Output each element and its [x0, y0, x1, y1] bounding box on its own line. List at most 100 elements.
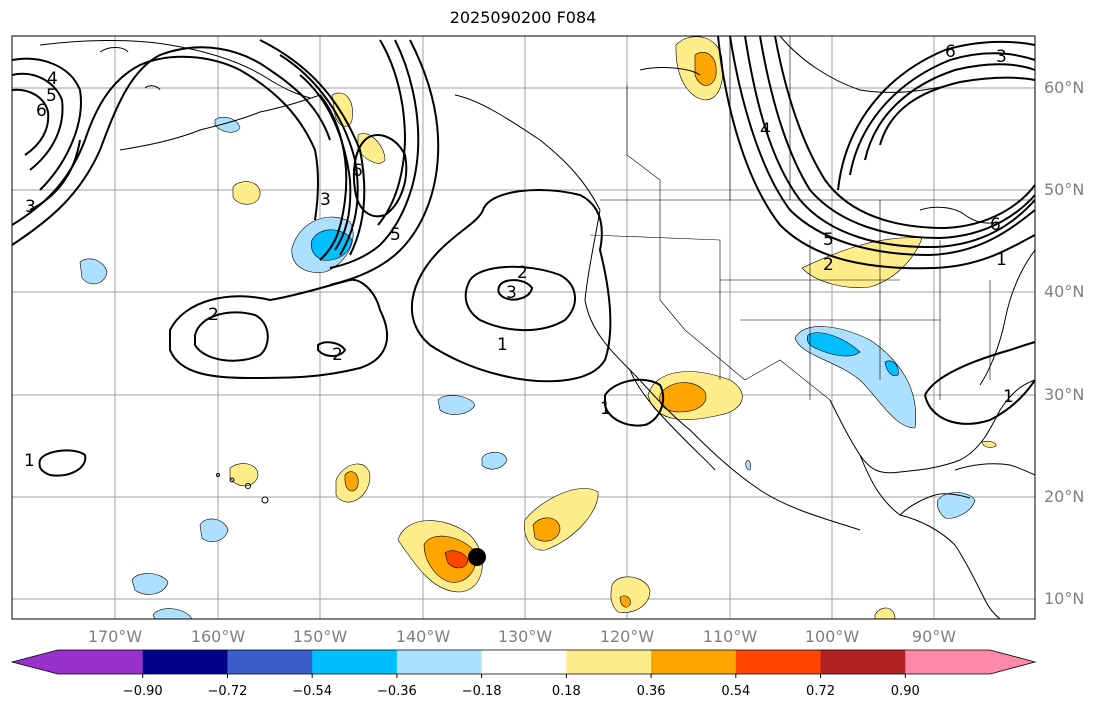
colorbar-segment [481, 650, 567, 674]
contour-label: 6 [990, 215, 1001, 235]
coast-hawaii-2 [229, 477, 235, 483]
anomaly-neg-6 [131, 573, 169, 595]
anomaly-pos-2-core [344, 471, 359, 492]
contour-label: 3 [320, 190, 331, 210]
colorbar-outline [10, 649, 1037, 675]
contour-label: 4 [760, 120, 771, 140]
lon-label: 140°W [395, 627, 451, 646]
contour-alaska-2 [11, 55, 320, 226]
contour-label: 6 [36, 101, 47, 121]
contour-gulf-a [319, 94, 348, 261]
anomaly-pos-4 [610, 576, 651, 613]
colorbar-segment [735, 650, 822, 674]
map-title: 2025090200 F084 [449, 8, 597, 27]
coast-arctic-island [639, 67, 701, 76]
contour-label: 3 [996, 47, 1007, 67]
contour-high-3 [497, 279, 534, 301]
anomaly-pos-1 [232, 181, 261, 205]
contour-label: 1 [600, 399, 611, 419]
storm-center-dot [468, 548, 486, 566]
border-canada-prov-1 [626, 85, 661, 200]
shaded-anomalies [79, 36, 997, 620]
colorbar-segment [905, 650, 991, 674]
coast-us-east [979, 249, 1036, 386]
lat-label: 50°N [1044, 180, 1085, 199]
anomaly-pos-6 [981, 440, 997, 448]
contour-gulf-f [329, 39, 440, 286]
coastlines [39, 35, 1036, 620]
colorbar-segment [820, 650, 906, 674]
contour-alaska-1 [11, 46, 331, 246]
contour-ne-4 [774, 35, 1036, 230]
colorbar-tick-label: −0.18 [461, 684, 502, 699]
contour-label: 2 [208, 305, 219, 325]
contour-label: 5 [823, 230, 834, 250]
contour-label: 3 [506, 283, 517, 303]
contour-gulf-d [259, 39, 366, 256]
contour-small-1 [38, 449, 87, 477]
anomaly-pos-central-us [801, 237, 923, 288]
lon-label: 110°W [702, 627, 758, 646]
contour-ne-7 [864, 63, 1036, 161]
colorbar-arrow-left [12, 650, 58, 674]
grid-lines [12, 36, 1035, 619]
colorbar-tick-label: 0.72 [806, 684, 836, 699]
lon-label: 100°W [804, 627, 860, 646]
coast-panhandle [454, 94, 601, 211]
colorbar-segment [312, 650, 398, 674]
contour-alaska-3 [29, 139, 81, 211]
colorbar-segment [142, 650, 228, 674]
anomaly-neg-2 [79, 258, 108, 285]
contour-ne-6 [849, 52, 1036, 176]
anomaly-pos-3-core [532, 517, 561, 542]
contour-high-2c [317, 341, 347, 357]
lat-label: 60°N [1044, 78, 1085, 97]
contour-labels: 4 5 6 3 2 3 2 2 1 1 1 1 6 5 2 3 5 6 1 6 … [24, 42, 1014, 471]
anomaly-pos-gulf [331, 92, 353, 127]
colorbar-arrow-right [990, 650, 1035, 674]
anomaly-pos-baja-core [659, 382, 707, 413]
anomaly-neg-5 [199, 518, 229, 543]
coast-us-west [584, 209, 861, 531]
coast-hudson [779, 35, 951, 93]
coast-cuba [954, 463, 1036, 476]
lat-label: 40°N [1044, 282, 1085, 301]
contour-label: 2 [517, 263, 528, 283]
border-states-2 [659, 200, 746, 381]
contour-gulf-b [299, 74, 352, 251]
contour-ne-9 [837, 40, 1036, 191]
coast-island-2 [144, 85, 161, 91]
contour-label: 2 [332, 345, 343, 365]
contour-se-2 [924, 379, 1036, 425]
anomaly-pos-4-core [619, 595, 631, 608]
lat-label: 20°N [1044, 487, 1085, 506]
contour-nw-5 [11, 72, 64, 171]
contour-high-2d [464, 265, 576, 332]
colorbar-segment [651, 650, 737, 674]
coast-hawaii-3 [245, 483, 251, 489]
coast-island-1 [99, 47, 129, 53]
border-us-mexico [744, 359, 831, 401]
coast-gulf [829, 379, 1036, 474]
coast-yucatan [899, 493, 971, 516]
coast-alaska-south [119, 94, 321, 151]
contour-nw-6 [11, 88, 50, 156]
coast-hawaii-4 [261, 496, 269, 504]
lon-label: 120°W [599, 627, 655, 646]
contour-baja-1 [604, 378, 665, 427]
coast-baja [629, 369, 716, 471]
contour-high-2a [169, 278, 389, 380]
coast-central-america [859, 454, 1001, 620]
colorbar-tick-label: −0.54 [292, 684, 333, 699]
colorbar-segment [58, 650, 144, 674]
anomaly-pos-north-core [694, 52, 717, 86]
anomaly-neg-texas-core [806, 332, 861, 357]
contour-label: 1 [1003, 387, 1014, 407]
lat-label: 30°N [1044, 385, 1085, 404]
anomaly-neg-4 [481, 451, 508, 470]
contour-gulf-g [377, 39, 407, 226]
coast-great-lakes [919, 206, 1001, 224]
coast-alaska-north [39, 40, 311, 99]
colorbar-tick-label: 0.36 [636, 684, 666, 699]
